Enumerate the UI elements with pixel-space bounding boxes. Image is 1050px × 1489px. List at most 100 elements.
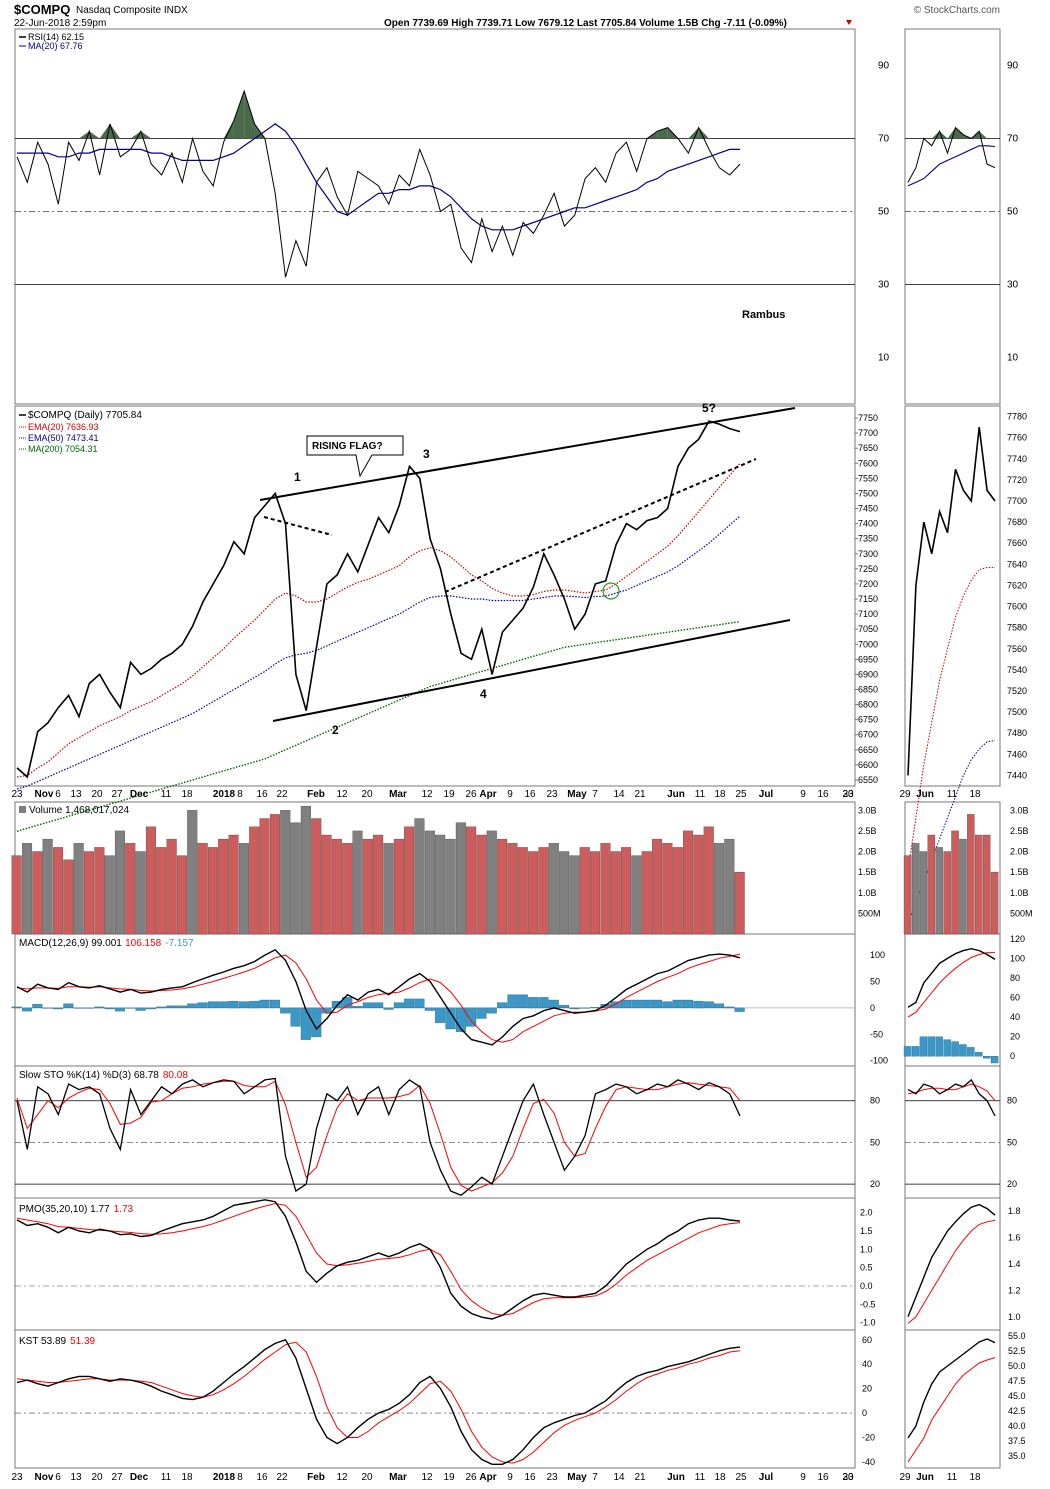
ema50-line [16, 515, 741, 790]
volume-bar [156, 847, 167, 935]
price-tick: 7150 [858, 594, 878, 604]
macd-hist-bar [528, 997, 539, 1009]
inset-macd-tick: 80 [1010, 973, 1020, 983]
macd-hist-bar [724, 1006, 735, 1009]
macd-hist-bar [517, 994, 528, 1009]
inset-kst-tick: 52.5 [1008, 1346, 1026, 1356]
flag-dashed-midline [444, 458, 757, 593]
inset-kst-tick: 35.0 [1008, 1451, 1026, 1461]
inset-price-tick: 7740 [1007, 454, 1027, 464]
price-tick: 7450 [858, 504, 878, 514]
x-tick-label: 9 [800, 1472, 806, 1483]
macd-hist-bar [548, 999, 559, 1009]
inset-macd-tick: 20 [1010, 1032, 1020, 1042]
volume-tick: 1.5B [858, 867, 877, 877]
inset-x-tick-label: Jun [916, 789, 934, 800]
macd-hist-bar [63, 1003, 74, 1009]
rsi-ma-legend: MA(20) 67.76 [28, 41, 83, 51]
inset-pmo-tick: 1.6 [1008, 1233, 1021, 1243]
rsi-tick: 70 [878, 134, 890, 145]
volume-bar [280, 810, 291, 935]
rsi-panel-frame [14, 28, 856, 405]
inset-price-tick: 7760 [1007, 433, 1027, 443]
rsi-overbought-fill [688, 127, 699, 139]
macd-hist-bar [83, 1007, 94, 1009]
inset-macd-hist-bar [935, 1036, 943, 1057]
x-tick-label: 12 [336, 789, 348, 800]
x-tick-label: 13 [70, 789, 82, 800]
volume-bar [724, 838, 735, 935]
inset-x-axis-bottom: 29 Jun 11 18 [899, 1472, 981, 1483]
inset-volume-bar [951, 830, 959, 935]
sto-tick: 50 [870, 1137, 880, 1147]
inset-macd-hist-bar [927, 1036, 936, 1057]
x-tick-label: 11 [695, 1472, 706, 1483]
inset-volume-bar [967, 814, 975, 935]
inset-macd-hist-bar [990, 1056, 999, 1064]
volume-bar [32, 851, 43, 935]
rsi-line [16, 89, 741, 278]
inset-price-tick: 7700 [1007, 496, 1027, 506]
x-tick-label: Dec [130, 789, 149, 800]
macd-hist-bar [187, 1003, 198, 1009]
kst-tick: 20 [862, 1384, 872, 1394]
macd-hist-bar [703, 1001, 714, 1009]
sto-d-line [16, 1080, 741, 1192]
volume-bar [497, 838, 508, 935]
inset-macd-tick: 40 [1010, 1012, 1020, 1022]
kst-tick: 60 [862, 1335, 872, 1345]
inset-kst-tick: 45.0 [1008, 1391, 1026, 1401]
macd-hist-bar [22, 1007, 33, 1012]
rsi-tick: 90 [878, 61, 890, 72]
price-tick: 6650 [858, 745, 878, 755]
inset-rsi-tick: 30 [1007, 280, 1019, 291]
macd-hist-bar [507, 994, 518, 1009]
macd-hist-bar [114, 1007, 125, 1012]
volume-bar [414, 818, 425, 935]
inset-x-tick-label: 18 [969, 789, 981, 800]
macd-hist-bar [559, 1005, 570, 1009]
macd-hist-bar [53, 1007, 64, 1010]
macd-hist-bar [166, 1005, 177, 1009]
price-tick: 7100 [858, 609, 878, 619]
x-tick-label: 7 [592, 1472, 598, 1483]
macd-hist-bar [73, 1007, 84, 1009]
pmo-legend: PMO(35,20,10) 1.77 1.73 [19, 1204, 134, 1215]
symbol-title: $COMPQ [14, 2, 70, 17]
x-tick-label: 23 [11, 789, 23, 800]
inset-x-tick-label: 11 [947, 1472, 958, 1483]
inset-volume-bar [903, 855, 912, 935]
x-tick-label: 9 [507, 789, 513, 800]
panel-frames [14, 28, 1001, 1469]
macd-hist-bar [445, 1007, 456, 1030]
inset-macd-line [907, 947, 996, 1008]
macd-hist-bar [300, 1007, 311, 1040]
x-tick-label: 21 [634, 1472, 646, 1483]
volume-tick: 2.5B [858, 826, 877, 836]
volume-bar [662, 843, 673, 935]
rising-flag-callout: RISING FLAG? [306, 435, 404, 478]
macd-hist-bar [342, 997, 353, 1009]
volume-bar [166, 838, 177, 935]
x-tick-label: Apr [479, 1472, 496, 1483]
macd-hist-bar [11, 1006, 22, 1009]
symbol-name: Nasdaq Composite INDX [76, 5, 188, 16]
inset-kst-tick: 50.0 [1008, 1361, 1026, 1371]
macd-tick: 100 [870, 950, 885, 960]
wave-label-3: 3 [423, 447, 430, 461]
callout-box [306, 435, 404, 478]
rsi-overbought-fill [140, 131, 152, 139]
kst-panel-frame [14, 1329, 856, 1469]
volume-bar [22, 843, 33, 935]
price-plot: 7750 7700 7650 7600 7550 7500 7450 7400 7350 7300… [16, 413, 878, 832]
x-tick-label: Jul [759, 789, 774, 800]
volume-bar [73, 843, 84, 935]
rsi-overbought-fill [233, 91, 245, 139]
volume-bar [476, 834, 487, 935]
macd-hist-bar [197, 1002, 208, 1009]
x-tick-label: 22 [276, 1472, 288, 1483]
price-tick: 7500 [858, 488, 878, 498]
inset-macd-hist-bar [982, 1056, 991, 1059]
x-tick-label: 19 [443, 789, 455, 800]
macd-hist-bar [414, 998, 425, 1009]
